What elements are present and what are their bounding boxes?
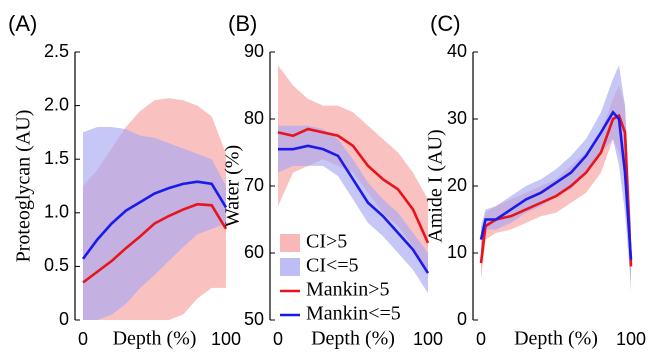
y-tick-label: 0.5 [44,255,69,275]
x-axis-label: Depth (%) [311,328,395,350]
panel-label: (A) [8,11,37,36]
x-tick-label: 0 [78,329,88,349]
y-axis-label: Amide I (AU) [425,129,447,242]
y-axis-label: Water (%) [222,145,244,227]
x-tick-label: 100 [211,329,241,349]
legend-label: CI>5 [306,231,347,253]
y-axis-label: Proteoglycan (AU) [13,110,35,263]
y-tick-label: 20 [447,175,467,195]
y-tick-label: 2.0 [44,94,69,114]
x-axis-label: Depth (%) [514,328,598,350]
x-axis-label: Depth (%) [113,328,197,350]
panel: (A) 0 0.5 1.0 1.5 2.0 2.5 0 100 Depth (%) Proteogl… [8,11,241,350]
x-tick-label: 100 [413,329,443,349]
x-tick-label: 100 [616,329,646,349]
legend-label: Mankin>5 [306,279,390,301]
y-tick-label: 1.0 [44,202,69,222]
y-tick-label: 2.5 [44,41,69,61]
legend-swatch [280,258,300,276]
panel-label: (C) [430,11,461,36]
x-tick-label: 0 [273,329,283,349]
x-tick-label: 0 [476,329,486,349]
y-tick-label: 90 [244,41,264,61]
y-tick-label: 0 [59,309,69,329]
mean-line [278,144,430,274]
y-tick-label: 10 [447,242,467,262]
panel: (B) 50 60 70 80 90 0 100 Depth (%) Water (%) CI>5C… [222,11,443,350]
legend-label: CI<=5 [306,255,359,277]
y-tick-label: 50 [244,309,264,329]
y-tick-label: 30 [447,108,467,128]
legend-label: Mankin<=5 [306,303,401,325]
mean-line [81,180,228,260]
y-tick-label: 1.5 [44,148,69,168]
confidence-band [481,65,631,287]
y-tick-label: 80 [244,108,264,128]
confidence-band [278,125,428,294]
y-tick-label: 0 [457,309,467,329]
mean-line [277,127,430,244]
y-tick-label: 70 [244,175,264,195]
panel-label: (B) [228,11,257,36]
panel: (C) 0 10 20 30 40 0 100 Depth (%) Amide I (AU) [425,11,646,350]
y-tick-label: 40 [447,41,467,61]
legend-swatch [280,234,300,252]
mean-line [82,202,228,284]
y-tick-label: 60 [244,242,264,262]
mean-line [479,110,633,260]
